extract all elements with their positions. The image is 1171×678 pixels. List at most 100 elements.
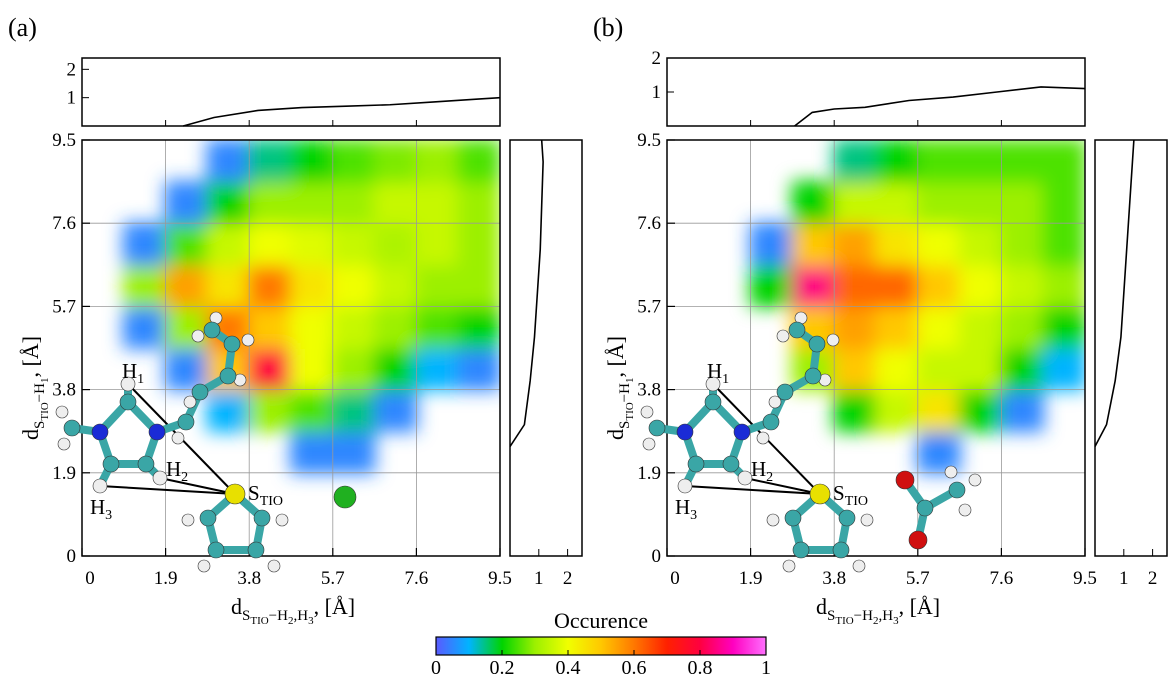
heatmap-cell bbox=[248, 264, 292, 308]
heatmap-cell bbox=[165, 222, 209, 266]
panel-label: (b) bbox=[593, 13, 623, 42]
colorbar-tick-label: 0.8 bbox=[688, 657, 713, 678]
heatmap-cell bbox=[374, 222, 418, 266]
atom bbox=[268, 560, 280, 572]
right-marginal-frame bbox=[510, 140, 582, 556]
x-axis-label-part: d bbox=[816, 594, 827, 619]
atom bbox=[767, 514, 779, 526]
heatmap-cell bbox=[875, 305, 919, 349]
x-tick-label: 1.9 bbox=[739, 568, 763, 589]
heatmap-cell bbox=[833, 305, 877, 349]
annotation-sub: 3 bbox=[690, 508, 697, 523]
heatmap-cell bbox=[833, 139, 877, 183]
heatmap-cell bbox=[917, 389, 961, 433]
heatmap-cell bbox=[374, 264, 418, 308]
heatmap-cell bbox=[1042, 181, 1086, 225]
heatmap-cell bbox=[415, 181, 459, 225]
y-axis-label: dSTIO−H1, [Å] bbox=[603, 336, 636, 440]
atom bbox=[198, 560, 210, 572]
heatmap-cell bbox=[1000, 264, 1044, 308]
atom bbox=[853, 560, 865, 572]
heatmap-cell bbox=[1042, 305, 1086, 349]
x-axis-label: dSTIO−H2,H3, [Å] bbox=[816, 594, 940, 627]
heatmap-cell bbox=[415, 305, 459, 349]
heatmap-cell bbox=[959, 222, 1003, 266]
atom bbox=[242, 334, 254, 346]
heatmap-cell bbox=[165, 305, 209, 349]
annotation: H2 bbox=[166, 457, 188, 485]
y-tick-label: 9.5 bbox=[52, 130, 76, 151]
heatmap-cell bbox=[1000, 389, 1044, 433]
y-axis-label-part: −H bbox=[32, 383, 48, 402]
top-marginal-tick-label: 1 bbox=[652, 82, 662, 103]
atom bbox=[969, 474, 981, 486]
atom bbox=[810, 484, 830, 504]
y-axis-label-part: , [Å] bbox=[18, 336, 43, 378]
heatmap-cell bbox=[332, 181, 376, 225]
heatmap-cell bbox=[959, 139, 1003, 183]
heatmap-cell bbox=[290, 430, 334, 474]
colorbar bbox=[436, 637, 766, 655]
heatmap-cell bbox=[833, 347, 877, 391]
heatmap-cell bbox=[248, 347, 292, 391]
atom bbox=[208, 542, 224, 558]
heatmap-cell bbox=[374, 139, 418, 183]
atom bbox=[334, 486, 356, 508]
x-tick-label: 0 bbox=[85, 568, 95, 589]
annotation-sub: 1 bbox=[722, 372, 729, 387]
heatmap-cell bbox=[332, 389, 376, 433]
heatmap-cell bbox=[1000, 347, 1044, 391]
heatmap-cell bbox=[290, 347, 334, 391]
annotation: H1 bbox=[707, 359, 729, 387]
y-axis-label-part: −H bbox=[617, 383, 633, 402]
atom bbox=[178, 414, 194, 430]
right-marginal-tick-label: 2 bbox=[563, 568, 573, 589]
y-tick-label: 9.5 bbox=[637, 130, 661, 151]
heatmap-cell bbox=[206, 264, 250, 308]
x-axis-label-part: ,H bbox=[878, 608, 893, 624]
heatmap-cell bbox=[875, 264, 919, 308]
y-tick-label: 7.6 bbox=[52, 213, 76, 234]
heatmap-cell bbox=[332, 347, 376, 391]
x-tick-label: 3.8 bbox=[822, 568, 846, 589]
x-axis-label-part: S bbox=[242, 608, 250, 624]
heatmap-cell bbox=[290, 389, 334, 433]
heatmap-cell bbox=[875, 222, 919, 266]
annotation-text: H bbox=[122, 359, 137, 383]
heatmap-cell bbox=[917, 305, 961, 349]
y-tick-label: 1.9 bbox=[637, 463, 661, 484]
heatmap-cell bbox=[791, 222, 835, 266]
annotation-text: H bbox=[675, 495, 690, 519]
atom bbox=[833, 542, 849, 558]
heatmap-cell bbox=[457, 222, 501, 266]
right-marginal-curve bbox=[1095, 140, 1134, 447]
y-tick-label: 7.6 bbox=[637, 213, 661, 234]
heatmap-cell bbox=[959, 264, 1003, 308]
atom bbox=[149, 424, 165, 440]
atom bbox=[827, 334, 839, 346]
heatmap-cell bbox=[875, 347, 919, 391]
atom bbox=[688, 456, 704, 472]
heatmap-cell bbox=[374, 305, 418, 349]
atom bbox=[200, 510, 216, 526]
x-axis-label-part: , [Å] bbox=[314, 594, 356, 619]
y-axis-label-part: S bbox=[32, 421, 48, 429]
colorbar-title: Occurence bbox=[554, 608, 648, 633]
heatmap-cell bbox=[959, 305, 1003, 349]
heatmap-cell bbox=[917, 264, 961, 308]
y-tick-label: 0 bbox=[67, 546, 77, 567]
x-tick-label: 3.8 bbox=[237, 568, 261, 589]
atom bbox=[192, 384, 208, 400]
figure: (a)01.93.85.77.69.501.93.85.77.69.5dSTIO… bbox=[0, 0, 1171, 678]
x-axis-label-part: ,H bbox=[293, 608, 308, 624]
annotation-sub: 1 bbox=[137, 372, 144, 387]
atom bbox=[93, 479, 107, 493]
y-axis-label-part: d bbox=[603, 429, 628, 440]
y-tick-label: 1.9 bbox=[52, 463, 76, 484]
annotation-sub: 2 bbox=[766, 470, 773, 485]
annotation-text: H bbox=[751, 457, 766, 481]
heatmap-cell bbox=[875, 139, 919, 183]
right-marginal-frame bbox=[1095, 140, 1167, 556]
atom bbox=[153, 471, 167, 485]
heatmap-cell bbox=[457, 264, 501, 308]
